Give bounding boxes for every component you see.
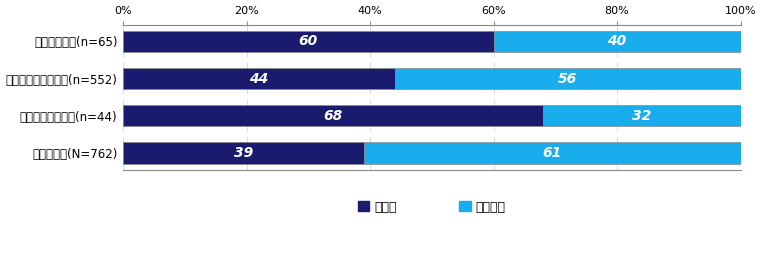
Text: 61: 61 [543,146,562,160]
Bar [123,68,395,89]
Bar [494,31,741,52]
Bar [395,68,741,89]
Text: 60: 60 [299,34,318,48]
Bar [543,105,741,126]
Legend: あった, なかった: あった, なかった [353,196,511,218]
Text: 40: 40 [607,34,626,48]
Text: 44: 44 [249,71,268,86]
Text: 56: 56 [558,71,578,86]
Text: 68: 68 [323,109,343,123]
Bar [364,142,741,164]
Text: 39: 39 [234,146,253,160]
Bar [123,31,494,52]
Text: 32: 32 [632,109,652,123]
Bar [123,142,364,164]
Bar [123,105,543,126]
